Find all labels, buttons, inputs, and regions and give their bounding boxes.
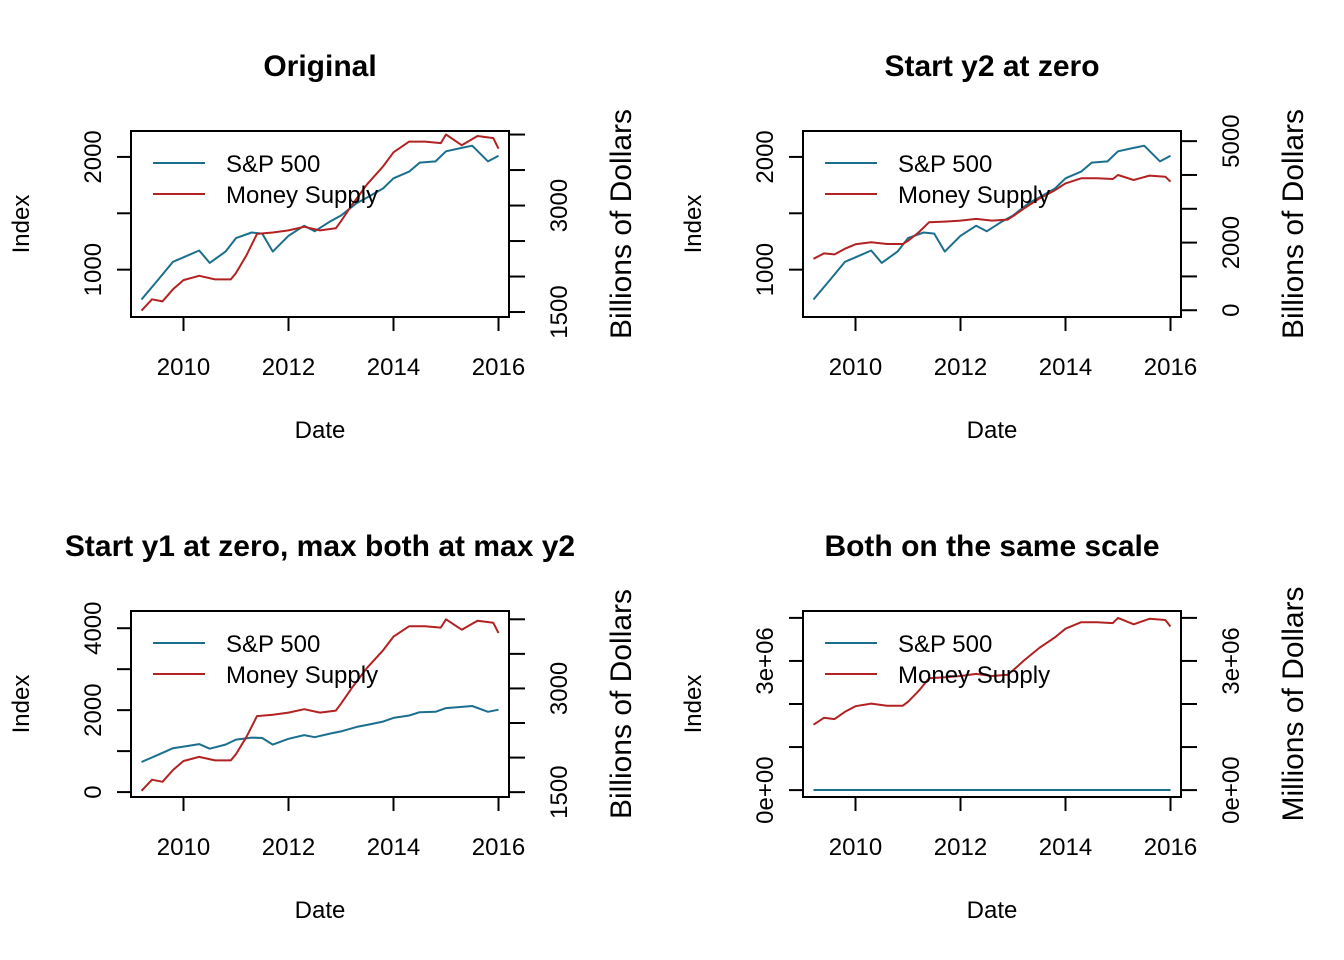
panel-2: Start y2 at zero 2010 2012 2014 2016 Date 1000… — [680, 50, 1310, 444]
panel-3: Start y1 at zero, max both at max y2 2010… — [8, 530, 638, 924]
y-tick-label: 4000 — [80, 602, 107, 655]
y2-tick-label: 5000 — [1218, 114, 1245, 167]
chart-title: Original — [263, 50, 376, 83]
legend: S&P 500 Money Supply — [153, 151, 378, 209]
x-tick-label: 2010 — [157, 834, 210, 861]
x-tick-label: 2014 — [1039, 834, 1092, 861]
chart-title: Start y2 at zero — [884, 50, 1099, 83]
y-tick-label: 2000 — [752, 130, 779, 183]
x-tick-label: 2016 — [1144, 834, 1197, 861]
y2-tick-label: 3e+06 — [1218, 627, 1245, 694]
legend-label: S&P 500 — [226, 631, 320, 658]
x-tick-label: 2014 — [367, 834, 420, 861]
y2-tick-label: 0 — [1218, 304, 1245, 317]
legend-label: S&P 500 — [898, 151, 992, 178]
x-tick-label: 2016 — [472, 354, 525, 381]
x-axis-label: Date — [967, 417, 1018, 444]
x-tick-label: 2012 — [262, 354, 315, 381]
y2-tick-label: 2000 — [1218, 216, 1245, 269]
series-line-sp500 — [140, 144, 499, 301]
x-tick-label: 2012 — [262, 834, 315, 861]
y-axis-label: Index — [680, 195, 707, 254]
chart-title: Both on the same scale — [824, 530, 1159, 563]
x-axis-label: Date — [295, 417, 346, 444]
y-tick-label: 1000 — [752, 243, 779, 296]
x-tick-label: 2016 — [1144, 354, 1197, 381]
x-tick-label: 2014 — [1039, 354, 1092, 381]
legend: S&P 500 Money Supply — [825, 631, 1050, 689]
x-tick-label: 2010 — [829, 834, 882, 861]
series-line-sp500 — [141, 705, 499, 763]
y2-tick-label: 0e+00 — [1218, 756, 1245, 823]
x-tick-label: 2012 — [934, 354, 987, 381]
y2-axis-label: Billions of Dollars — [605, 589, 638, 819]
y2-tick-label: 1500 — [546, 285, 573, 338]
chart-title: Start y1 at zero, max both at max y2 — [65, 530, 575, 563]
x-tick-label: 2012 — [934, 834, 987, 861]
series-line-sp500 — [812, 144, 1171, 301]
x-tick-label: 2014 — [367, 354, 420, 381]
y-tick-label: 2000 — [80, 683, 107, 736]
y-tick-label: 1000 — [80, 243, 107, 296]
y2-tick-label: 3000 — [546, 179, 573, 232]
y2-axis-label: Billions of Dollars — [1277, 109, 1310, 339]
panel-1: Original 2010 2012 2014 2016 Date 1000 2000 Inde… — [8, 50, 638, 444]
legend: S&P 500 Money Supply — [825, 151, 1050, 209]
y2-tick-label: 3000 — [546, 662, 573, 715]
x-tick-label: 2016 — [472, 834, 525, 861]
y-axis-label: Index — [8, 195, 35, 254]
legend-label: S&P 500 — [898, 631, 992, 658]
legend-label: Money Supply — [898, 662, 1050, 689]
panel-4: Both on the same scale 2010 2012 2014 2016 Da… — [680, 530, 1310, 924]
series-line-money-supply — [813, 174, 1172, 260]
legend-label: Money Supply — [898, 182, 1050, 209]
series-line-money-supply — [140, 133, 500, 312]
y-tick-label: 3e+06 — [752, 627, 779, 694]
legend-label: Money Supply — [226, 662, 378, 689]
legend-label: S&P 500 — [226, 151, 320, 178]
legend: S&P 500 Money Supply — [153, 631, 378, 689]
y2-axis-label: Billions of Dollars — [605, 109, 638, 339]
y2-tick-label: 1500 — [546, 765, 573, 818]
x-tick-label: 2010 — [157, 354, 210, 381]
y-axis-label: Index — [680, 675, 707, 734]
y-tick-label: 2000 — [80, 130, 107, 183]
y-axis-label: Index — [8, 675, 35, 734]
x-tick-label: 2010 — [829, 354, 882, 381]
series-line-money-supply — [140, 618, 500, 792]
y-tick-label: 0e+00 — [752, 756, 779, 823]
x-axis-label: Date — [967, 897, 1018, 924]
series-line-money-supply — [812, 616, 1172, 726]
y-tick-label: 0 — [80, 785, 107, 798]
y2-axis-label: Millions of Dollars — [1277, 586, 1310, 821]
x-axis-label: Date — [295, 897, 346, 924]
legend-label: Money Supply — [226, 182, 378, 209]
